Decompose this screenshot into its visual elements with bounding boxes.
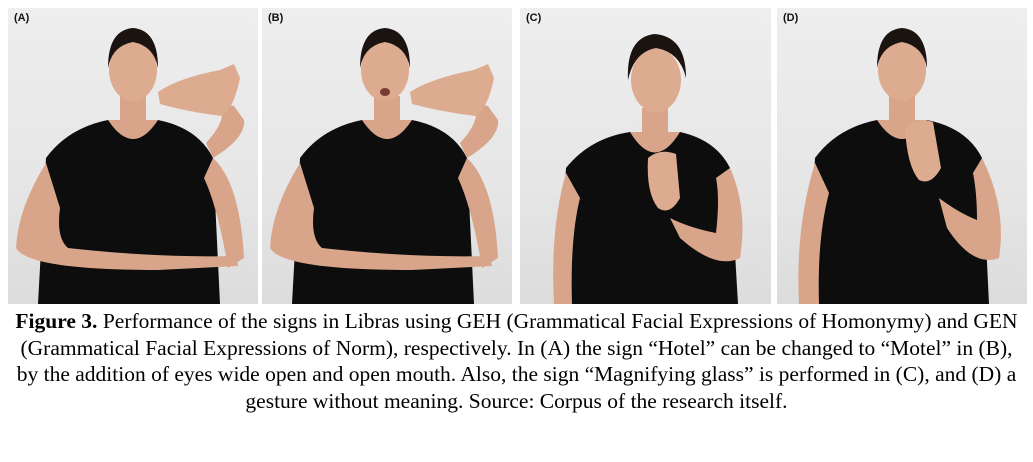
figure-label: Figure 3.	[15, 309, 98, 333]
photo-panel-a: (A)	[8, 8, 258, 304]
photo-panel-c: (C)	[520, 8, 771, 304]
panel-label-b: (B)	[268, 12, 284, 24]
signer-photo-d	[798, 28, 1001, 304]
photo-panel-b: (B)	[262, 8, 512, 304]
panel-label-d: (D)	[783, 12, 799, 24]
figure-caption: Figure 3. Performance of the signs in Li…	[14, 308, 1019, 414]
panel-label-c: (C)	[526, 12, 542, 24]
signer-photo-b	[270, 28, 499, 304]
signer-photo-a	[16, 28, 245, 304]
photo-panel-d: (D)	[777, 8, 1027, 304]
caption-text: Performance of the signs in Libras using…	[16, 309, 1018, 413]
signer-photo-c	[553, 34, 743, 304]
panel-label-a: (A)	[14, 12, 30, 24]
cropped-top-text	[0, 0, 1033, 6]
